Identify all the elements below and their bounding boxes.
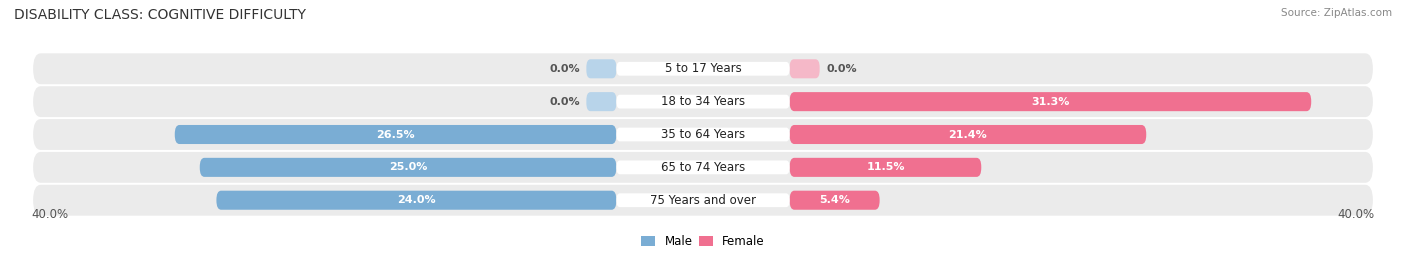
FancyBboxPatch shape	[34, 185, 1372, 216]
Text: 5.4%: 5.4%	[820, 195, 851, 205]
FancyBboxPatch shape	[34, 86, 1372, 117]
Text: 18 to 34 Years: 18 to 34 Years	[661, 95, 745, 108]
FancyBboxPatch shape	[34, 53, 1372, 84]
Text: 25.0%: 25.0%	[389, 162, 427, 172]
FancyBboxPatch shape	[790, 125, 1146, 144]
FancyBboxPatch shape	[586, 59, 616, 78]
FancyBboxPatch shape	[790, 191, 880, 210]
Legend: Male, Female: Male, Female	[637, 230, 769, 253]
Text: DISABILITY CLASS: COGNITIVE DIFFICULTY: DISABILITY CLASS: COGNITIVE DIFFICULTY	[14, 8, 307, 22]
FancyBboxPatch shape	[616, 62, 790, 76]
Text: 24.0%: 24.0%	[396, 195, 436, 205]
Text: 40.0%: 40.0%	[1337, 208, 1375, 221]
FancyBboxPatch shape	[34, 152, 1372, 183]
FancyBboxPatch shape	[217, 191, 616, 210]
Text: 0.0%: 0.0%	[827, 64, 856, 74]
FancyBboxPatch shape	[790, 59, 820, 78]
FancyBboxPatch shape	[174, 125, 616, 144]
Text: 26.5%: 26.5%	[377, 129, 415, 140]
FancyBboxPatch shape	[616, 160, 790, 174]
Text: 75 Years and over: 75 Years and over	[650, 194, 756, 207]
Text: 65 to 74 Years: 65 to 74 Years	[661, 161, 745, 174]
FancyBboxPatch shape	[616, 95, 790, 109]
Text: 21.4%: 21.4%	[949, 129, 987, 140]
Text: 11.5%: 11.5%	[866, 162, 904, 172]
Text: 40.0%: 40.0%	[31, 208, 69, 221]
FancyBboxPatch shape	[586, 92, 616, 111]
Text: 5 to 17 Years: 5 to 17 Years	[665, 62, 741, 75]
Text: 0.0%: 0.0%	[550, 64, 579, 74]
Text: 0.0%: 0.0%	[550, 97, 579, 107]
FancyBboxPatch shape	[200, 158, 616, 177]
FancyBboxPatch shape	[34, 119, 1372, 150]
Text: 31.3%: 31.3%	[1031, 97, 1070, 107]
FancyBboxPatch shape	[790, 92, 1312, 111]
Text: 35 to 64 Years: 35 to 64 Years	[661, 128, 745, 141]
Text: Source: ZipAtlas.com: Source: ZipAtlas.com	[1281, 8, 1392, 18]
FancyBboxPatch shape	[616, 128, 790, 141]
FancyBboxPatch shape	[616, 193, 790, 207]
FancyBboxPatch shape	[790, 158, 981, 177]
